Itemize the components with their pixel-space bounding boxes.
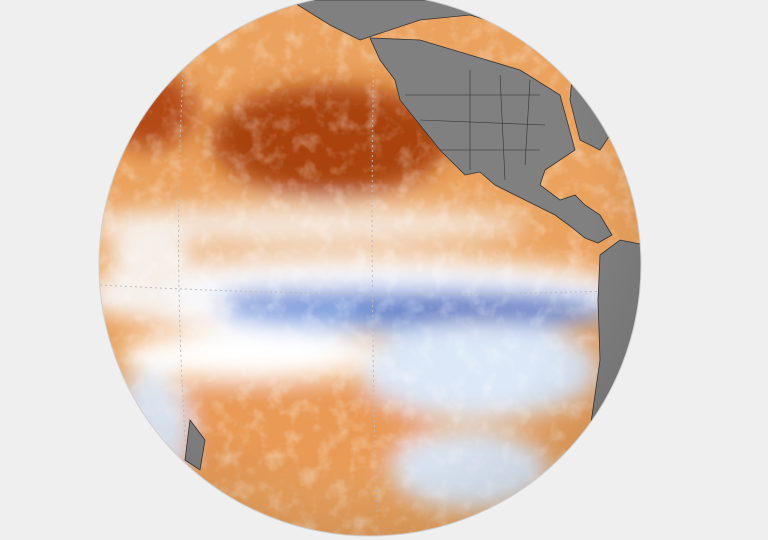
globe-outline [98, 0, 642, 537]
shading [99, 0, 641, 536]
globe [99, 0, 641, 536]
